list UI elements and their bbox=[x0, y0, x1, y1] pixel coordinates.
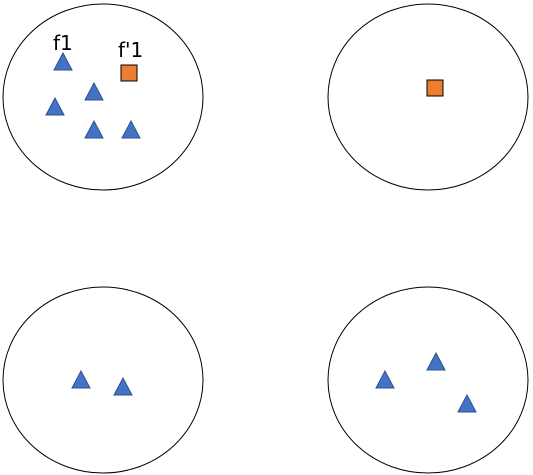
square-marker bbox=[120, 64, 138, 82]
triangle-marker bbox=[45, 96, 65, 116]
cluster-bottom-right bbox=[327, 286, 529, 474]
triangle-marker bbox=[375, 369, 395, 389]
triangle-label-f1: f1 bbox=[53, 31, 73, 55]
cluster-top-left: f1 f'1 bbox=[2, 3, 204, 191]
cluster-circle bbox=[2, 3, 204, 191]
cluster-top-right bbox=[327, 3, 529, 191]
triangle-marker bbox=[457, 393, 477, 413]
cluster-circle bbox=[327, 3, 529, 191]
square-marker bbox=[426, 79, 444, 97]
triangle-marker bbox=[121, 119, 141, 139]
triangle-marker bbox=[71, 369, 91, 389]
triangle-marker bbox=[84, 81, 104, 101]
triangle-marker bbox=[426, 351, 446, 371]
triangle-marker bbox=[113, 376, 133, 396]
cluster-circle bbox=[327, 286, 529, 474]
cluster-bottom-left bbox=[2, 286, 204, 474]
cluster-circle bbox=[2, 286, 204, 474]
triangle-marker bbox=[53, 51, 73, 71]
triangle-marker bbox=[84, 119, 104, 139]
square-label-f-prime-1: f'1 bbox=[118, 38, 143, 62]
